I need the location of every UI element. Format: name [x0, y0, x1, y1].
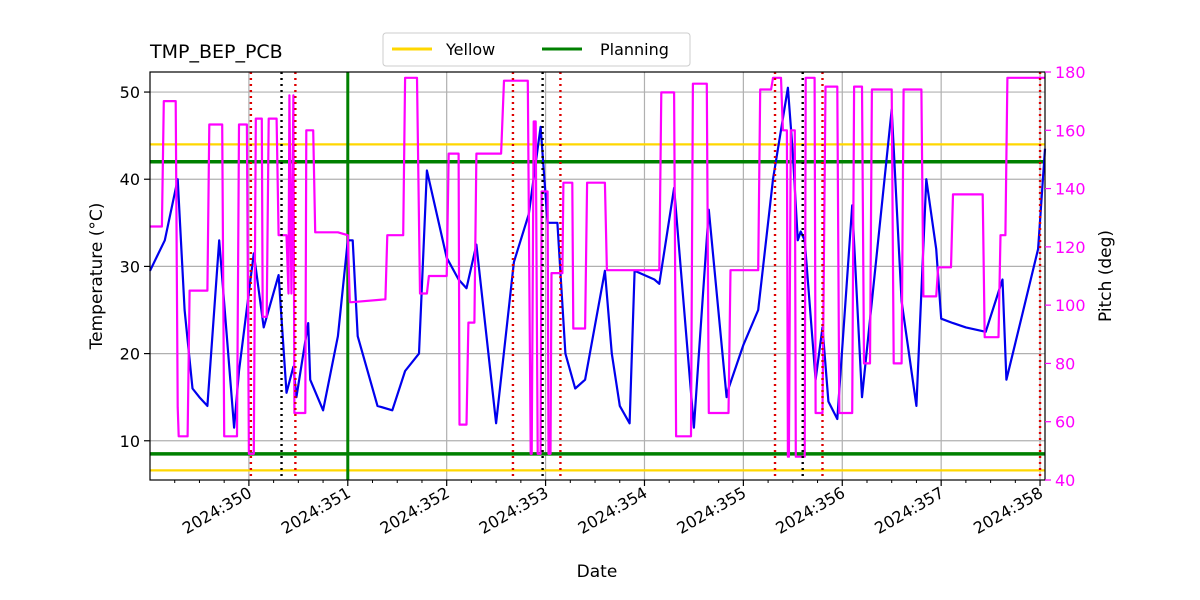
- legend-yellow-label: Yellow: [445, 40, 495, 59]
- y-tick-label: 30: [120, 257, 140, 276]
- x-tick-label: 2024:351: [278, 483, 354, 538]
- limit-lines: [150, 72, 1045, 480]
- grid: [150, 72, 1045, 480]
- y2-tick-label: 180: [1055, 63, 1086, 82]
- chart-title: TMP_BEP_PCB: [149, 41, 283, 63]
- y2-tick-label: 80: [1055, 354, 1075, 373]
- series-layer: [149, 76, 1047, 458]
- x-tick-label: 2024:354: [575, 483, 651, 538]
- x-tick-label: 2024:355: [673, 483, 749, 538]
- temperature-series-line: [149, 86, 1047, 429]
- x-axis-label: Date: [577, 562, 618, 582]
- x-tick-label: 2024:352: [377, 483, 453, 538]
- y2-tick-label: 140: [1055, 180, 1086, 199]
- x-tick-label: 2024:353: [476, 483, 552, 538]
- legend-planning-label: Planning: [600, 40, 669, 59]
- y-tick-label: 20: [120, 345, 140, 364]
- y-axis-label: Temperature (°C): [87, 203, 107, 351]
- y2-axis-label: Pitch (deg): [1096, 230, 1116, 322]
- y2-tick-label: 160: [1055, 121, 1086, 140]
- marker-lines: [249, 72, 1042, 480]
- legend-box: [382, 32, 691, 67]
- y-tick-label: 50: [120, 83, 140, 102]
- y-tick-label: 40: [120, 170, 140, 189]
- plot-frame: [149, 71, 1046, 481]
- y2-tick-label: 40: [1055, 471, 1075, 490]
- x-tick-label: 2024:357: [871, 483, 947, 538]
- y2-tick-label: 60: [1055, 413, 1075, 432]
- y2-tick-label: 120: [1055, 238, 1086, 257]
- pitch-series-line: [150, 76, 1045, 458]
- x-tick-label: 2024:350: [179, 483, 255, 538]
- y2-tick-label: 100: [1055, 296, 1086, 315]
- legend: Yellow Planning: [382, 32, 691, 67]
- x-tick-label: 2024:356: [772, 483, 848, 538]
- x-tick-label: 2024:358: [970, 483, 1046, 538]
- y-tick-label: 10: [120, 432, 140, 451]
